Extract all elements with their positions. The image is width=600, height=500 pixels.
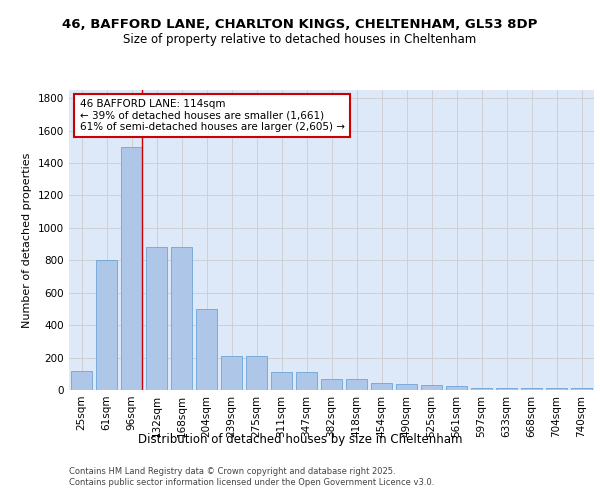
- Bar: [521, 388, 542, 390]
- Bar: [471, 388, 492, 390]
- Text: 46 BAFFORD LANE: 114sqm
← 39% of detached houses are smaller (1,661)
61% of semi: 46 BAFFORD LANE: 114sqm ← 39% of detache…: [79, 99, 344, 132]
- Bar: [71, 370, 92, 390]
- Bar: [221, 356, 242, 390]
- Bar: [421, 385, 442, 390]
- Bar: [346, 380, 367, 390]
- Y-axis label: Number of detached properties: Number of detached properties: [22, 152, 32, 328]
- Bar: [96, 260, 117, 390]
- Text: Size of property relative to detached houses in Cheltenham: Size of property relative to detached ho…: [124, 32, 476, 46]
- Bar: [246, 356, 267, 390]
- Bar: [271, 372, 292, 390]
- Bar: [446, 386, 467, 390]
- Text: Distribution of detached houses by size in Cheltenham: Distribution of detached houses by size …: [138, 432, 462, 446]
- Bar: [371, 382, 392, 390]
- Bar: [146, 248, 167, 390]
- Bar: [171, 248, 192, 390]
- Bar: [196, 309, 217, 390]
- Bar: [321, 380, 342, 390]
- Bar: [296, 372, 317, 390]
- Text: 46, BAFFORD LANE, CHARLTON KINGS, CHELTENHAM, GL53 8DP: 46, BAFFORD LANE, CHARLTON KINGS, CHELTE…: [62, 18, 538, 30]
- Bar: [396, 384, 417, 390]
- Bar: [571, 388, 592, 390]
- Bar: [546, 388, 567, 390]
- Text: Contains HM Land Registry data © Crown copyright and database right 2025.
Contai: Contains HM Land Registry data © Crown c…: [69, 468, 434, 487]
- Bar: [121, 147, 142, 390]
- Bar: [496, 388, 517, 390]
